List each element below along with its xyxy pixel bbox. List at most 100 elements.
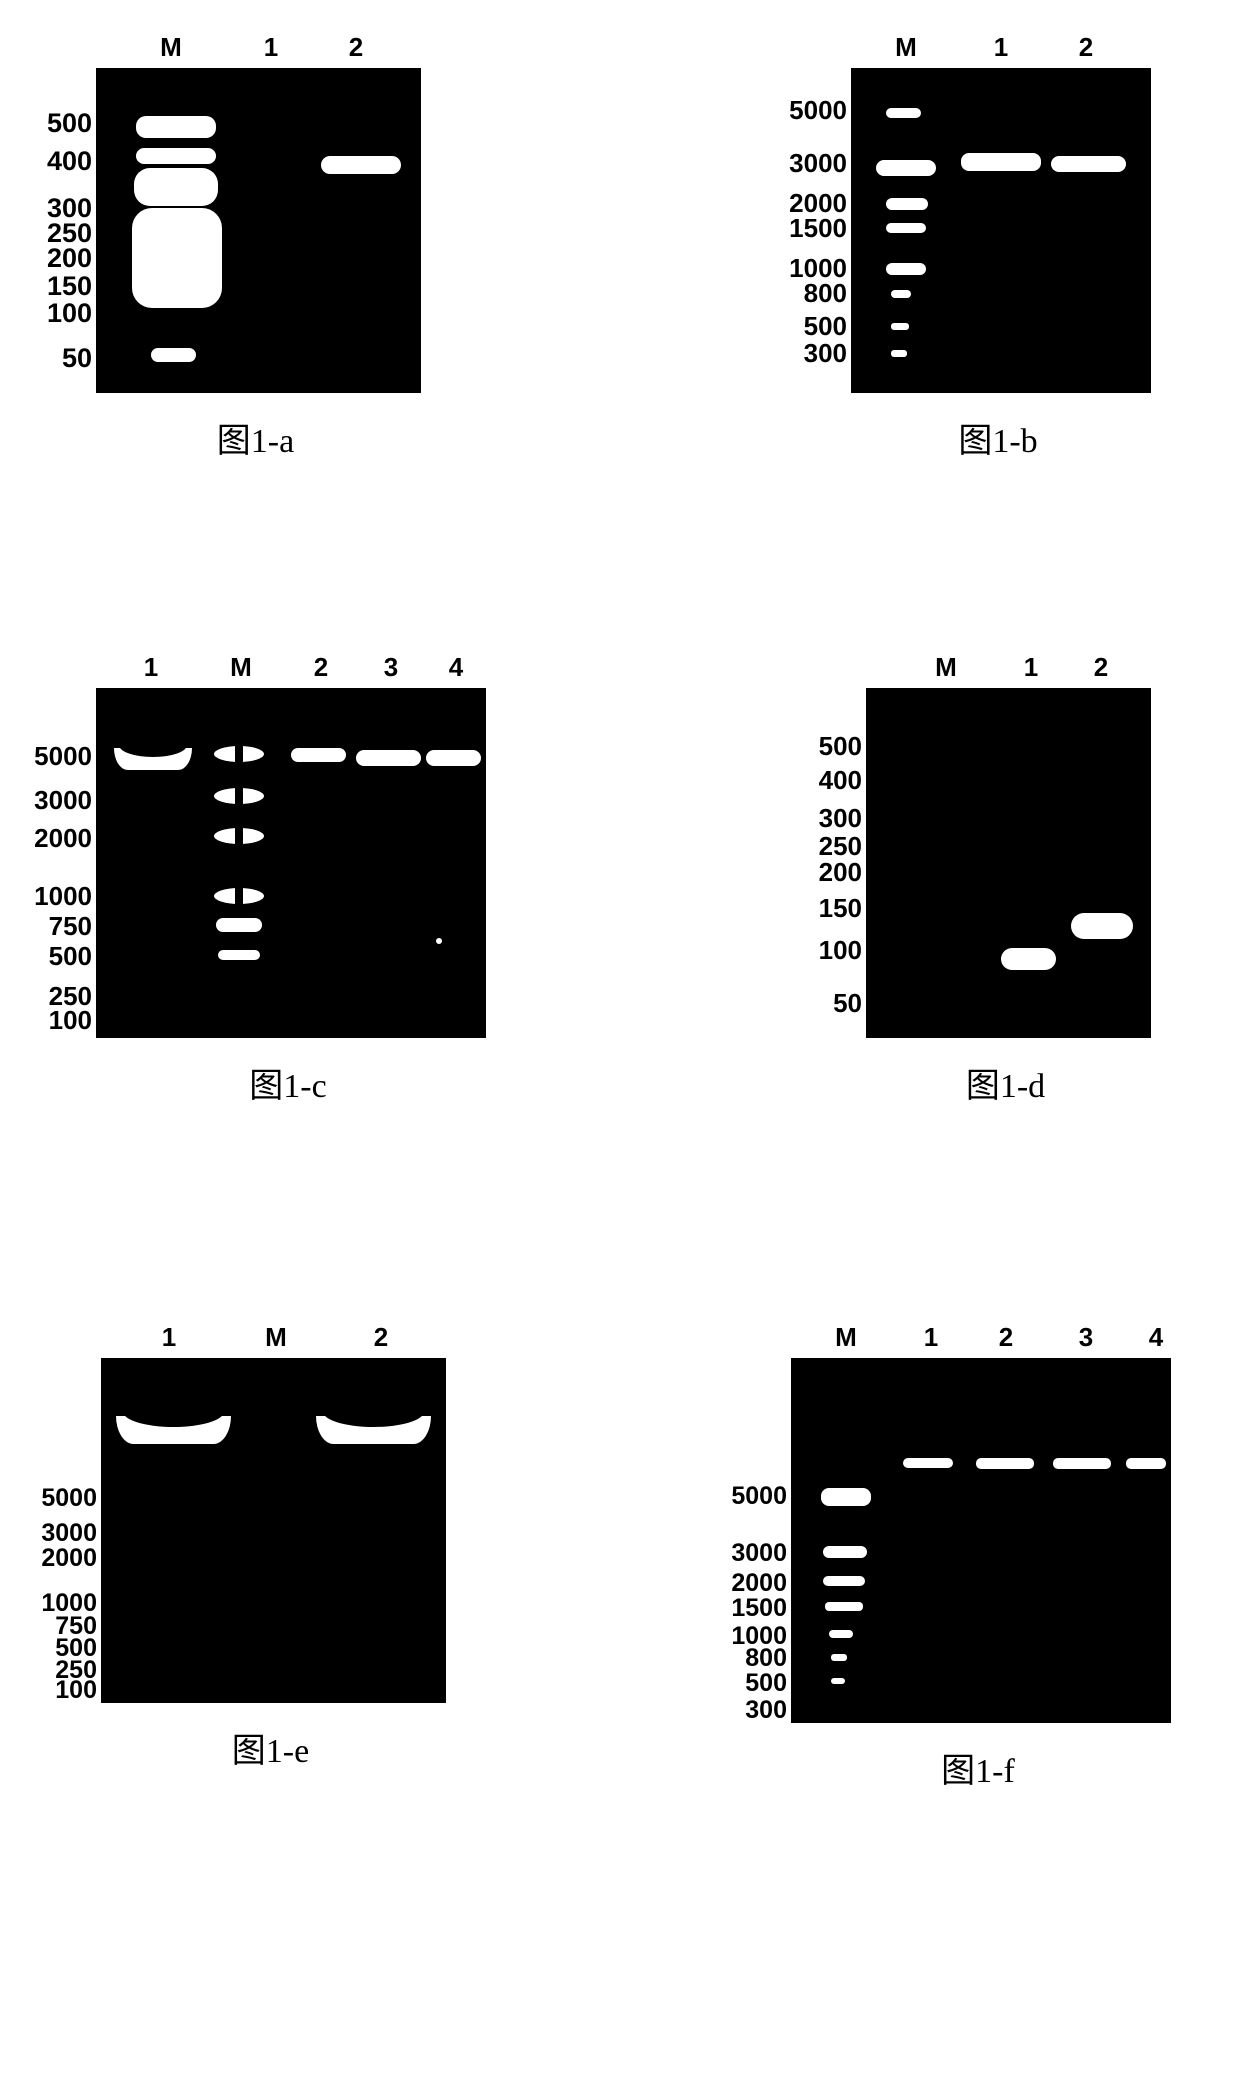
lane-header: 2 [314, 652, 328, 683]
lane-header: 4 [449, 652, 463, 683]
panel-caption: 图1-b [848, 413, 1148, 462]
lane-header: 3 [1079, 1322, 1093, 1353]
ladder-tick: 500 [804, 313, 847, 339]
lane-header: 1 [264, 32, 278, 63]
ladder-tick: 500 [745, 1671, 787, 1696]
figure-page: 50040030025020015010050M12图1-a5000300020… [0, 0, 1259, 2074]
gel-band [1051, 156, 1126, 172]
gel-panel-b: 50003000200015001000800500300M12图1-b [765, 30, 1151, 462]
lane-header: 2 [1079, 32, 1093, 63]
lane-header: 2 [349, 32, 363, 63]
gel-band [321, 156, 401, 174]
gel-image [851, 68, 1151, 393]
ladder-tick: 200 [819, 859, 862, 885]
gel-band [116, 1416, 231, 1444]
ladder-labels: 5000300020001000750500250100 [15, 1320, 101, 1703]
ladder-tick: 50 [62, 345, 92, 372]
ladder-tick: 800 [745, 1646, 787, 1671]
ladder-tick: 300 [745, 1698, 787, 1723]
gel-band [821, 1488, 871, 1506]
panel-caption: 图1-d [863, 1058, 1148, 1107]
lane-header: 1 [1024, 652, 1038, 683]
ladder-tick: 800 [804, 280, 847, 306]
gel-band [134, 168, 218, 206]
ladder-tick: 100 [819, 937, 862, 963]
gel-band [1053, 1458, 1111, 1469]
ladder-tick: 150 [47, 273, 92, 300]
gel-band [825, 1602, 863, 1611]
ladder-tick: 250 [819, 833, 862, 859]
ladder-tick: 500 [819, 733, 862, 759]
ladder-tick: 300 [804, 340, 847, 366]
gel-band [876, 160, 936, 176]
ladder-tick: 50 [833, 990, 862, 1016]
gel-band [1126, 1458, 1166, 1469]
ladder-tick: 150 [819, 895, 862, 921]
ladder-tick: 100 [55, 1678, 97, 1703]
gel-column: M1234 [791, 1320, 1171, 1723]
gel-band [426, 750, 481, 766]
gel-column: M12 [866, 650, 1151, 1038]
ladder-tick: 5000 [34, 743, 92, 769]
gel-band [961, 153, 1041, 171]
gel-wrap: 50003000200015001000800500300M1234 [705, 1320, 1171, 1723]
gel-panel-d: 50040030025020015010050M12图1-d [780, 650, 1151, 1107]
gel-band [214, 828, 264, 844]
gel-band [976, 1458, 1034, 1469]
gel-image [101, 1358, 446, 1703]
gel-column: M12 [851, 30, 1151, 393]
ladder-tick: 400 [819, 767, 862, 793]
gel-band [214, 746, 264, 762]
ladder-tick: 1500 [789, 215, 847, 241]
gel-panel-c: 50003000200010007505002501001M234图1-c [10, 650, 486, 1107]
lane-header: 2 [999, 1322, 1013, 1353]
gel-band [114, 748, 192, 770]
ladder-labels: 50040030025020015010050 [10, 30, 96, 393]
lane-header: 1 [162, 1322, 176, 1353]
ladder-tick: 500 [49, 943, 92, 969]
gel-band [214, 888, 264, 904]
ladder-tick: 500 [47, 110, 92, 137]
ladder-tick: 200 [47, 245, 92, 272]
gel-band [891, 350, 907, 357]
gel-column: M12 [96, 30, 421, 393]
figure-row: 50040030025020015010050M12图1-a5000300020… [0, 30, 1259, 450]
panel-caption: 图1-f [788, 1743, 1168, 1792]
gel-band [132, 208, 222, 308]
gel-band [136, 116, 216, 138]
ladder-labels: 5000300020001000750500250100 [10, 650, 96, 1038]
gel-band [214, 788, 264, 804]
ladder-tick: 1000 [34, 883, 92, 909]
ladder-tick: 1500 [731, 1596, 787, 1621]
gel-band [1001, 948, 1056, 970]
gel-band [436, 938, 442, 944]
ladder-tick: 2000 [34, 825, 92, 851]
ladder-labels: 50040030025020015010050 [780, 650, 866, 1038]
gel-wrap: 50003000200010007505002501001M234 [10, 650, 486, 1038]
gel-panel-f: 50003000200015001000800500300M1234图1-f [705, 1320, 1171, 1792]
panel-caption: 图1-c [93, 1058, 483, 1107]
lane-header: 4 [1149, 1322, 1163, 1353]
figure-row: 50003000200010007505002501001M2图1-e50003… [0, 1320, 1259, 1780]
gel-image [96, 68, 421, 393]
gel-band [356, 750, 421, 766]
gel-image [96, 688, 486, 1038]
gel-band [316, 1416, 431, 1444]
gel-image [791, 1358, 1171, 1723]
gel-wrap: 50040030025020015010050M12 [780, 650, 1151, 1038]
ladder-tick: 100 [49, 1007, 92, 1033]
gel-band [891, 290, 911, 298]
ladder-tick: 3000 [41, 1521, 97, 1546]
lane-header: 1 [924, 1322, 938, 1353]
ladder-tick: 100 [47, 300, 92, 327]
panel-caption: 图1-e [98, 1723, 443, 1772]
gel-band [886, 263, 926, 275]
gel-band [886, 223, 926, 233]
lane-header: 2 [374, 1322, 388, 1353]
lane-header: M [230, 652, 252, 683]
ladder-tick: 5000 [41, 1486, 97, 1511]
gel-band [831, 1654, 847, 1661]
gel-wrap: 50003000200015001000800500300M12 [765, 30, 1151, 393]
gel-band [831, 1678, 845, 1684]
ladder-tick: 3000 [34, 787, 92, 813]
